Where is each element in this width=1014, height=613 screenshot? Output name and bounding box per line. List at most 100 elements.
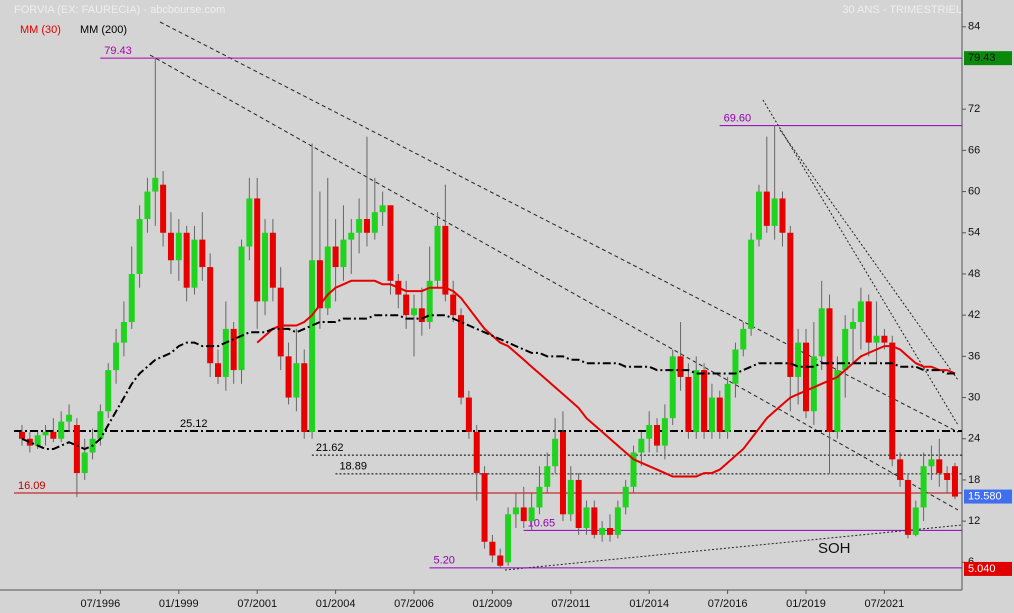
- level-label: 5.20: [434, 555, 455, 567]
- candle-body: [403, 294, 410, 316]
- legend-label: MM (200): [80, 24, 127, 36]
- candle-body: [418, 308, 425, 323]
- candle-body: [450, 294, 457, 316]
- candle-body: [348, 232, 355, 240]
- candle-body: [199, 239, 206, 268]
- candle-body: [583, 507, 590, 529]
- y-tick-label: 18: [968, 474, 980, 486]
- candle-body: [379, 205, 386, 213]
- candle-body: [607, 528, 613, 535]
- candle-body: [497, 555, 504, 566]
- candle-body: [411, 308, 417, 316]
- candle-body: [191, 239, 198, 288]
- candle-body: [740, 328, 747, 350]
- x-tick-label: 07/2006: [394, 598, 434, 610]
- candle-body: [936, 459, 943, 474]
- candle-body: [559, 431, 566, 515]
- level-label: 18.89: [339, 461, 367, 473]
- x-tick-label: 01/2004: [316, 598, 356, 610]
- candle-body: [58, 421, 65, 439]
- x-tick-label: 01/2014: [629, 598, 669, 610]
- candle-body: [638, 438, 645, 453]
- x-tick-label: 07/2016: [708, 598, 748, 610]
- candle-body: [371, 212, 378, 233]
- x-tick-label: 01/2009: [473, 598, 513, 610]
- candle-body: [912, 507, 919, 535]
- candle-body: [654, 425, 661, 446]
- y-tick-label: 72: [968, 103, 980, 115]
- y-tick-label: 24: [968, 433, 980, 445]
- candle-body: [207, 267, 214, 364]
- level-label: 25.12: [180, 418, 208, 430]
- candle-body: [340, 239, 347, 268]
- candle-body: [66, 414, 73, 422]
- candle-body: [473, 431, 480, 474]
- candle-body: [505, 514, 512, 563]
- candle-body: [857, 301, 864, 323]
- candle-body: [442, 225, 449, 295]
- candle-body: [881, 335, 888, 343]
- candle-body: [850, 322, 857, 329]
- trendline: [779, 129, 959, 381]
- price-tag-label: 5.040: [968, 563, 996, 575]
- candle-body: [552, 438, 559, 467]
- candle-body: [724, 383, 731, 432]
- y-tick-label: 36: [968, 350, 980, 362]
- y-tick-label: 48: [968, 268, 980, 280]
- candle-body: [763, 191, 770, 226]
- candle-body: [301, 363, 308, 432]
- candle-body: [771, 198, 778, 226]
- candle-body: [512, 507, 519, 515]
- candle-body: [26, 438, 33, 446]
- candle-body: [795, 342, 802, 377]
- candle-body: [944, 473, 951, 480]
- candle-body: [701, 370, 708, 432]
- candle-body: [215, 363, 221, 377]
- candle-body: [246, 198, 253, 247]
- moving-averages: [21, 279, 956, 478]
- candle-body: [238, 246, 245, 371]
- candle-body: [50, 431, 57, 439]
- price-tag: [964, 51, 1012, 66]
- candle-body: [262, 232, 269, 302]
- candle-body: [167, 232, 174, 261]
- candle-body: [951, 466, 958, 497]
- price-tag: [964, 561, 1012, 576]
- trendline: [762, 99, 959, 426]
- trendlines: [149, 21, 963, 571]
- x-tick-label: 07/1996: [81, 598, 121, 610]
- trendline: [504, 524, 963, 571]
- candle-body: [599, 528, 606, 535]
- candle-body: [489, 541, 496, 556]
- candle-body: [324, 246, 331, 309]
- candle-body: [693, 370, 700, 432]
- candle-body: [426, 280, 433, 323]
- candle-body: [810, 356, 817, 412]
- chart-subtitle: 30 ANS - TRIMESTRIEL: [842, 4, 962, 16]
- y-tick-label: 54: [968, 227, 980, 239]
- candle-body: [269, 232, 276, 288]
- candle-body: [254, 198, 261, 302]
- candle-body: [293, 363, 300, 398]
- candle-body: [520, 507, 527, 522]
- y-tick-label: 84: [968, 21, 980, 33]
- y-tick-label: 12: [968, 515, 980, 527]
- price-tag-label: 79.43: [968, 52, 996, 64]
- level-label: 69.60: [724, 113, 752, 125]
- candle-body: [575, 479, 582, 529]
- candle-body: [136, 219, 143, 274]
- candle-body: [356, 219, 363, 233]
- candle-body: [97, 411, 104, 439]
- candle-body: [144, 191, 151, 220]
- candles: [19, 58, 958, 568]
- candle-body: [904, 479, 911, 535]
- candle-body: [748, 239, 755, 329]
- chart-title: FORVIA (EX: FAURECIA) - abcbourse.com: [14, 4, 225, 16]
- candle-body: [73, 425, 80, 474]
- trendline: [149, 54, 959, 511]
- level-label: 79.43: [104, 45, 132, 57]
- level-label: 16.09: [18, 480, 46, 492]
- candle-body: [630, 452, 637, 487]
- candle-body: [387, 205, 394, 281]
